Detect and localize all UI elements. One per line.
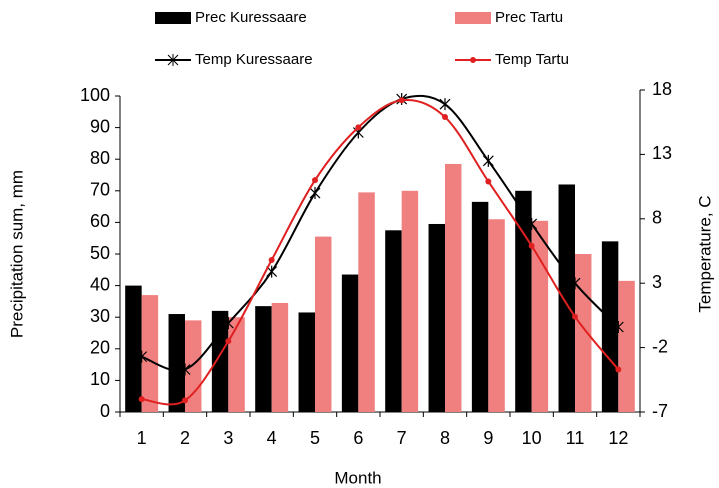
marker — [528, 242, 535, 249]
y2-tick-label: 3 — [652, 272, 662, 292]
bar — [401, 190, 419, 412]
legend-swatch — [455, 12, 491, 24]
y-tick-label: 100 — [80, 85, 110, 105]
y-tick-label: 70 — [90, 180, 110, 200]
bar — [618, 280, 635, 412]
marker — [136, 350, 148, 363]
bar — [271, 302, 289, 412]
y-tick-label: 60 — [90, 211, 110, 231]
marker — [179, 363, 191, 376]
marker — [572, 313, 578, 320]
marker — [312, 177, 318, 184]
bar — [298, 312, 315, 412]
y-tick-label: 30 — [90, 306, 110, 326]
legend-label: Prec Tartu — [495, 9, 563, 26]
x-axis-label: Month — [334, 468, 381, 487]
marker — [222, 317, 234, 330]
bar — [385, 230, 402, 412]
x-tick-label: 3 — [223, 428, 233, 448]
marker — [182, 397, 188, 404]
bar — [531, 220, 549, 412]
y2-tick-label: -7 — [652, 401, 668, 421]
marker — [268, 257, 275, 264]
y-tick-label: 40 — [90, 274, 110, 294]
marker — [569, 277, 581, 290]
x-tick-label: 8 — [440, 428, 450, 448]
x-tick-label: 2 — [180, 428, 190, 448]
bar — [315, 236, 332, 412]
y2-axis-label: Temperature, C — [695, 195, 714, 312]
x-tick-label: 6 — [353, 428, 363, 448]
x-tick-label: 5 — [310, 428, 320, 448]
y-tick-label: 80 — [90, 148, 110, 168]
legend-label: Temp Tartu — [495, 51, 569, 68]
bar — [168, 314, 185, 412]
marker — [615, 366, 622, 373]
bar — [558, 184, 575, 412]
bar — [575, 254, 592, 412]
y2-tick-label: 18 — [652, 79, 672, 99]
y2-tick-label: 13 — [652, 143, 672, 163]
legend-swatch — [155, 12, 191, 24]
legend-marker — [470, 57, 476, 63]
marker — [398, 97, 405, 104]
bar — [341, 274, 359, 412]
bar — [228, 317, 245, 412]
marker — [612, 320, 624, 333]
marker — [442, 114, 448, 121]
marker — [309, 187, 321, 200]
marker — [225, 338, 232, 345]
bar — [428, 223, 445, 412]
marker — [439, 98, 451, 111]
bar — [125, 285, 142, 412]
marker — [482, 154, 494, 167]
y2-tick-label: 8 — [652, 208, 662, 228]
y-axis-label: Precipitation sum, mm — [7, 170, 26, 338]
x-tick-label: 4 — [267, 428, 277, 448]
bar — [358, 192, 375, 412]
bar — [445, 163, 462, 412]
marker — [526, 217, 538, 230]
bar — [601, 241, 619, 412]
bar — [471, 201, 489, 412]
bar — [488, 219, 505, 412]
x-tick-label: 9 — [483, 428, 493, 448]
y-tick-label: 20 — [90, 338, 110, 358]
legend-marker — [167, 54, 179, 66]
x-tick-label: 10 — [522, 428, 542, 448]
marker — [138, 396, 145, 403]
marker — [485, 178, 492, 185]
x-tick-label: 12 — [608, 428, 628, 448]
x-tick-label: 1 — [137, 428, 147, 448]
bar — [141, 295, 159, 412]
y2-tick-label: -2 — [652, 336, 668, 356]
x-tick-label: 7 — [397, 428, 407, 448]
marker — [355, 124, 362, 131]
y-tick-label: 10 — [90, 369, 110, 389]
bar — [211, 310, 229, 412]
y-tick-label: 90 — [90, 116, 110, 136]
bar — [255, 306, 272, 412]
legend-label: Prec Kuressaare — [195, 9, 307, 26]
bar — [515, 190, 532, 412]
y-tick-label: 0 — [100, 401, 110, 421]
legend-label: Temp Kuressaare — [195, 51, 313, 68]
x-tick-label: 11 — [566, 428, 585, 448]
y-tick-label: 50 — [90, 243, 110, 263]
